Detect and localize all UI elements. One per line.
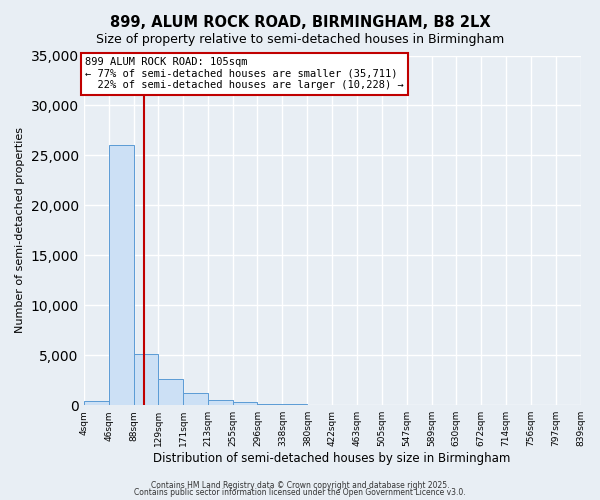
Bar [183,393,208,405]
X-axis label: Distribution of semi-detached houses by size in Birmingham: Distribution of semi-detached houses by … [154,452,511,465]
Bar [283,404,307,405]
Bar [109,146,134,405]
Bar [257,404,283,405]
Bar [134,354,158,405]
Text: 899, ALUM ROCK ROAD, BIRMINGHAM, B8 2LX: 899, ALUM ROCK ROAD, BIRMINGHAM, B8 2LX [110,15,490,30]
Text: 899 ALUM ROCK ROAD: 105sqm
← 77% of semi-detached houses are smaller (35,711)
  : 899 ALUM ROCK ROAD: 105sqm ← 77% of semi… [85,57,404,90]
Bar [208,400,233,405]
Bar [158,379,183,405]
Bar [233,402,257,405]
Bar [83,401,109,405]
Text: Size of property relative to semi-detached houses in Birmingham: Size of property relative to semi-detach… [96,32,504,46]
Text: Contains public sector information licensed under the Open Government Licence v3: Contains public sector information licen… [134,488,466,497]
Text: Contains HM Land Registry data © Crown copyright and database right 2025.: Contains HM Land Registry data © Crown c… [151,480,449,490]
Y-axis label: Number of semi-detached properties: Number of semi-detached properties [15,128,25,334]
